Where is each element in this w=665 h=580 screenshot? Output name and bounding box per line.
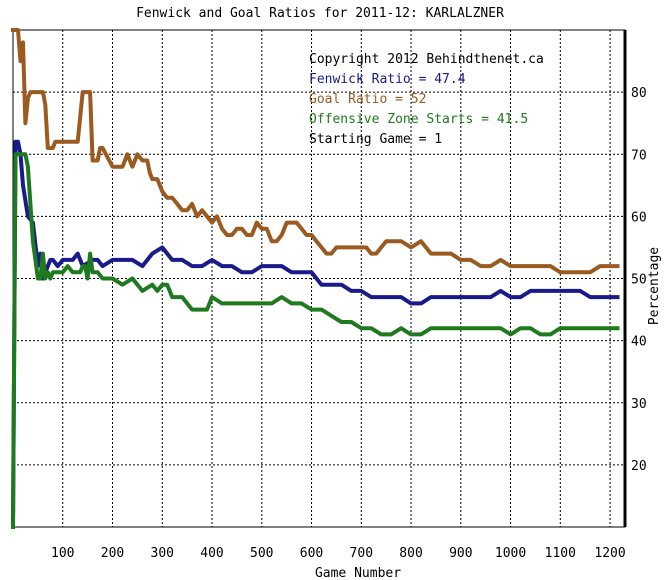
series-line-3 xyxy=(10,152,620,530)
annotation-line: Copyright 2012 Behindthenet.ca xyxy=(309,52,544,67)
series-group xyxy=(10,28,620,530)
annotation-line: Starting Game = 1 xyxy=(309,132,442,147)
series-line-2 xyxy=(10,139,620,530)
x-tick-label: 800 xyxy=(399,546,422,561)
x-axis-label: Game Number xyxy=(315,566,401,580)
y-tick-label: 40 xyxy=(631,335,647,350)
x-tick-label: 1000 xyxy=(495,546,526,561)
y-tick-labels: 20 30 40 50 60 70 80 xyxy=(631,86,647,474)
x-tick-label: 700 xyxy=(350,546,373,561)
series-line-1 xyxy=(11,28,620,275)
grid xyxy=(13,30,625,527)
x-tick-label: 600 xyxy=(300,546,323,561)
x-tick-label: 100 xyxy=(51,546,74,561)
x-tick-label: 1200 xyxy=(594,546,625,561)
y-axis-label: Percentage xyxy=(647,247,662,325)
y-tick-label: 60 xyxy=(631,210,647,225)
chart-title: Fenwick and Goal Ratios for 2011-12: KAR… xyxy=(136,6,504,21)
y-tick-label: 70 xyxy=(631,148,647,163)
y-tick-label: 80 xyxy=(631,86,647,101)
annotation-line: Goal Ratio = 52 xyxy=(309,92,426,107)
x-tick-label: 400 xyxy=(200,546,223,561)
x-tick-label: 200 xyxy=(101,546,124,561)
x-tick-label: 1100 xyxy=(545,546,576,561)
y-tick-label: 20 xyxy=(631,459,647,474)
annotation-line: Fenwick Ratio = 47.4 xyxy=(309,72,466,87)
x-tick-label: 900 xyxy=(449,546,472,561)
y-tick-label: 30 xyxy=(631,397,647,412)
x-tick-labels: 100 200 300 400 500 600 700 800 900 1000 1100 1200 xyxy=(51,546,626,561)
annotations: Copyright 2012 Behindthenet.ca Fenwick Ra… xyxy=(309,52,544,147)
x-tick-label: 500 xyxy=(250,546,273,561)
annotation-line: Offensive Zone Starts = 41.5 xyxy=(309,112,528,127)
y-tick-label: 50 xyxy=(631,273,647,288)
x-tick-label: 300 xyxy=(151,546,174,561)
